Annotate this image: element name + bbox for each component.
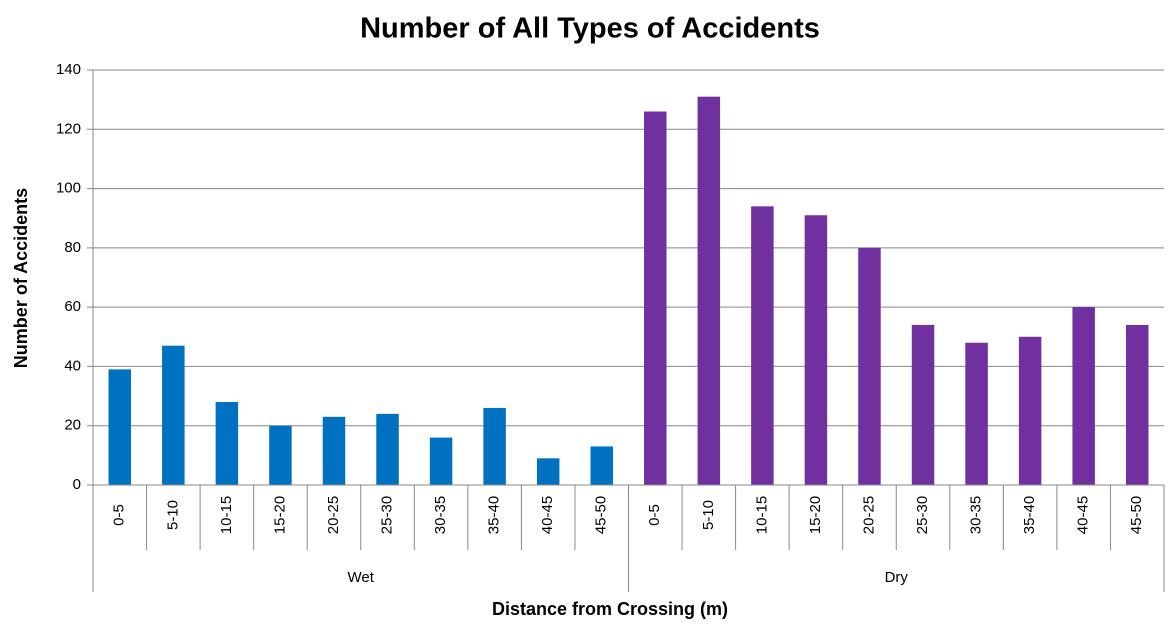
bar xyxy=(858,247,881,485)
x-tick-label: 25-30 xyxy=(378,496,395,534)
x-tick-label: 5-10 xyxy=(700,500,717,530)
bar xyxy=(1125,324,1149,485)
x-tick-label: 10-15 xyxy=(218,496,235,534)
y-tick-label: 120 xyxy=(56,120,81,137)
bar xyxy=(269,425,292,485)
bar xyxy=(590,446,613,485)
x-tick-label: 30-35 xyxy=(968,496,985,534)
y-tick-label: 40 xyxy=(64,357,81,374)
y-tick-label: 100 xyxy=(56,180,81,197)
y-tick-label: 60 xyxy=(64,298,81,315)
y-tick-label: 0 xyxy=(73,476,81,493)
x-tick-label: 30-35 xyxy=(432,496,449,534)
bar xyxy=(162,345,185,485)
bar xyxy=(322,416,346,485)
bar xyxy=(108,369,132,485)
bar xyxy=(697,96,721,485)
x-tick-label: 0-5 xyxy=(646,504,663,526)
bar xyxy=(804,215,828,485)
y-tick-label: 20 xyxy=(64,417,81,434)
group-label: Wet xyxy=(348,569,375,586)
bar xyxy=(215,402,239,485)
y-tick-label: 140 xyxy=(56,61,81,78)
x-tick-label: 40-45 xyxy=(1075,496,1092,534)
x-tick-label: 0-5 xyxy=(111,504,128,526)
x-tick-label: 5-10 xyxy=(164,500,181,530)
x-tick-label: 15-20 xyxy=(807,496,824,534)
bar xyxy=(965,342,988,485)
x-tick-label: 35-40 xyxy=(1021,496,1038,534)
x-tick-label: 35-40 xyxy=(486,496,503,534)
group-label: Dry xyxy=(885,569,909,586)
x-tick-label: 25-30 xyxy=(914,496,931,534)
bar xyxy=(376,413,399,485)
y-tick-label: 80 xyxy=(64,239,81,256)
x-tick-label: 10-15 xyxy=(753,496,770,534)
bar xyxy=(429,437,453,485)
x-tick-label: 20-25 xyxy=(325,496,342,534)
x-tick-label: 20-25 xyxy=(860,496,877,534)
bar xyxy=(751,206,774,485)
y-axis-title: Number of Accidents xyxy=(11,188,31,368)
bar xyxy=(911,324,935,485)
bar xyxy=(1072,307,1095,485)
x-axis-title: Distance from Crossing (m) xyxy=(492,599,728,619)
x-tick-label: 15-20 xyxy=(271,496,288,534)
x-tick-label: 40-45 xyxy=(539,496,556,534)
x-tick-label: 45-50 xyxy=(593,496,610,534)
bar xyxy=(483,407,506,485)
chart-title: Number of All Types of Accidents xyxy=(360,13,820,45)
x-tick-label: 45-50 xyxy=(1128,496,1145,534)
bar xyxy=(1018,336,1042,485)
bar xyxy=(536,458,560,485)
bar xyxy=(644,111,667,485)
